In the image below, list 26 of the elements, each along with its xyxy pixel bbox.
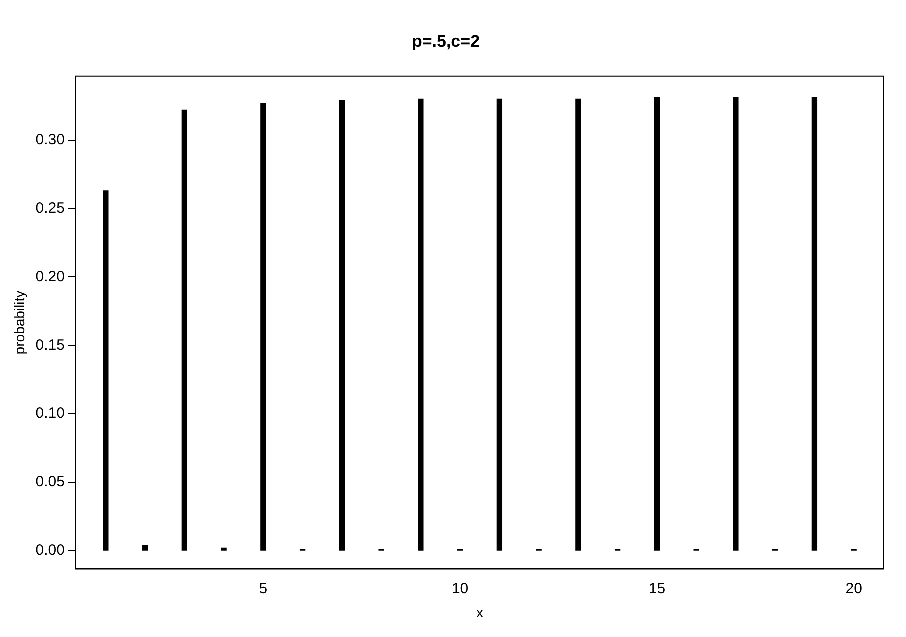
bar <box>260 103 266 551</box>
bar <box>103 190 109 551</box>
bar <box>812 98 818 551</box>
y-tick-label: 0.30 <box>36 131 65 148</box>
chart-title: p=.5,c=2 <box>412 32 480 51</box>
y-axis-title: probability <box>11 290 28 355</box>
y-tick-label: 0.05 <box>36 474 65 491</box>
bar <box>654 98 660 551</box>
bar <box>496 98 503 551</box>
bar <box>418 98 424 551</box>
bar <box>576 98 582 551</box>
x-tick-label: 5 <box>259 580 268 598</box>
y-tick-label: 0.15 <box>36 336 65 354</box>
bar <box>339 100 346 551</box>
x-tick-label: 10 <box>452 580 469 598</box>
y-tick-label: 0.25 <box>36 200 65 217</box>
y-tick-label: 0.10 <box>36 405 65 422</box>
y-tick-label: 0.00 <box>36 542 65 560</box>
bar <box>182 110 188 551</box>
x-axis-title: x <box>476 604 484 620</box>
bar <box>221 548 227 551</box>
y-tick-label: 0.20 <box>36 268 65 286</box>
bar <box>142 545 148 551</box>
bar <box>733 98 739 551</box>
x-tick-label: 15 <box>648 580 666 598</box>
x-tick-label: 20 <box>846 580 862 598</box>
